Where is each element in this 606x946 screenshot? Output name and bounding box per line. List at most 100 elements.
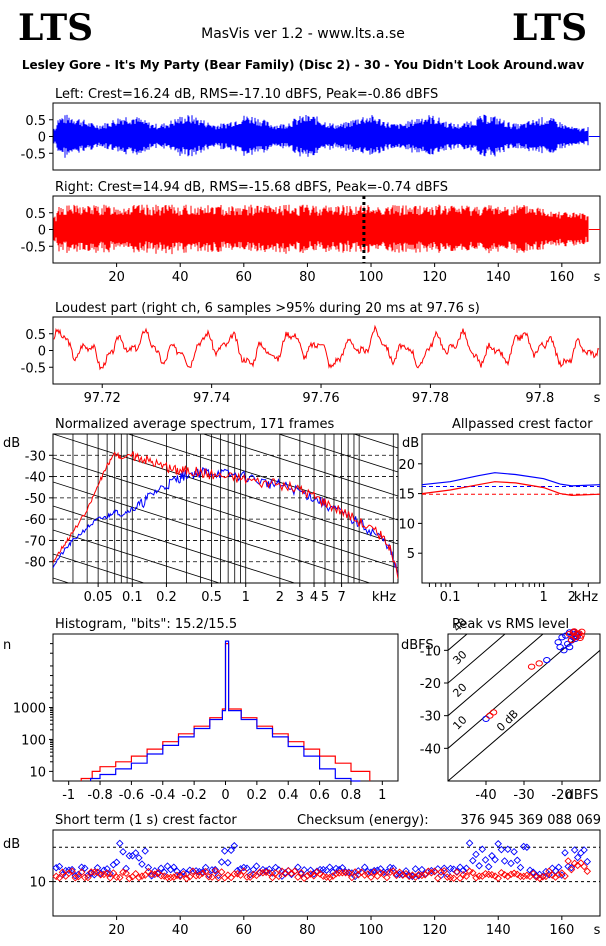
stc-point-left <box>418 865 426 874</box>
stc-point-left <box>484 863 493 871</box>
spectrum-xtick-label: 0.1 <box>122 590 143 605</box>
loudest-xtick-label: 97.76 <box>302 391 339 406</box>
stc-point-right <box>316 870 324 878</box>
stc-point-right <box>437 868 445 876</box>
allpassed-xtick-label: 0.1 <box>440 590 461 605</box>
right-waveform-xtick-label: 60 <box>236 270 253 285</box>
loudest-title: Loudest part (right ch, 6 samples >95% d… <box>55 301 480 316</box>
stc-point-right <box>462 872 471 880</box>
allpassed-ytick-label: 5 <box>407 547 415 562</box>
stc-point-right <box>561 872 569 880</box>
stc-xtick-label: 80 <box>299 923 316 938</box>
stc-point-right <box>427 868 436 877</box>
spectrum-xtick-label: 3 <box>296 590 304 605</box>
stc-point-right <box>195 871 204 880</box>
stc-point-left <box>112 858 121 867</box>
stc-point-right <box>135 873 143 882</box>
stc-point-right <box>141 871 149 879</box>
stc-point-left <box>252 862 261 870</box>
pvr-ytick-label: -30 <box>420 710 441 725</box>
stc-xtick-label: 160 <box>549 923 574 938</box>
stc-xtick-label: 120 <box>422 923 447 938</box>
spectrum-xtick-label: 5 <box>321 590 329 605</box>
right-waveform-xtick-label: 120 <box>422 270 447 285</box>
stc-point-right <box>510 869 518 878</box>
histogram-xtick-label: -1 <box>62 788 75 803</box>
loudest-ytick-label: 0.5 <box>25 328 46 343</box>
histogram-xtick-label: 0.4 <box>278 788 299 803</box>
spectrum-slope-line <box>53 457 398 569</box>
pvr-point-left <box>554 639 562 646</box>
stc-xtick-label: 60 <box>236 923 253 938</box>
stc-point-right <box>233 869 242 878</box>
pvr-ytick-label: -20 <box>420 677 441 692</box>
spectrum-slope-line <box>53 242 398 352</box>
stc-point-left <box>141 847 149 855</box>
spectrum-ytick-label: -80 <box>25 556 46 571</box>
stc-point-right <box>497 868 506 877</box>
right-waveform-xtick-label: 100 <box>359 270 384 285</box>
stc-point-left <box>227 846 235 855</box>
stc-point-right <box>306 870 315 878</box>
allpassed-series-left <box>421 472 601 487</box>
histogram-ytick-label: 1000 <box>13 702 46 717</box>
allpassed-ytick-label: 10 <box>398 517 415 532</box>
pvr-xtick-label: -30 <box>513 788 534 803</box>
stc-point-left <box>122 864 130 873</box>
spectrum-ytick-label: -60 <box>25 513 46 528</box>
stc-point-right <box>125 874 134 883</box>
stc-point-left <box>55 862 64 871</box>
loudest-ytick-label: 0 <box>38 345 46 360</box>
stc-point-left <box>554 863 563 871</box>
pvr-point-right <box>570 628 578 635</box>
loudest-signal <box>53 324 600 371</box>
stc-point-left <box>93 864 102 872</box>
spectrum-slope-line <box>53 505 296 583</box>
stc-point-right <box>405 872 413 881</box>
stc-point-right <box>459 870 468 879</box>
histogram-xtick-label: 1 <box>378 788 386 803</box>
pvr-point-right <box>486 712 494 719</box>
stc-point-right <box>535 874 544 882</box>
histogram-xtick-label: 0 <box>221 788 229 803</box>
spectrum-ytick-label: -30 <box>25 449 46 464</box>
histogram-series-left <box>90 640 361 782</box>
histogram-title: Histogram, "bits": 15.2/15.5 <box>55 617 237 632</box>
spectrum-xtick-label: 2 <box>276 590 284 605</box>
stc-point-right <box>469 868 477 877</box>
stc-point-left <box>494 840 502 848</box>
allpassed-xtick-label: 2 <box>568 590 576 605</box>
stc-point-right <box>513 870 522 879</box>
stc-point-left <box>262 867 270 875</box>
stc-point-right <box>430 867 439 876</box>
stc-point-left <box>465 839 474 847</box>
allpassed-xtick-label: 1 <box>540 590 548 605</box>
pvr-point-right <box>567 636 576 644</box>
stc-point-right <box>68 867 76 876</box>
right-waveform-title: Right: Crest=14.94 dB, RMS=-15.68 dBFS, … <box>55 180 448 195</box>
stc-point-left <box>351 872 359 881</box>
stc-point-right <box>383 873 391 882</box>
stc-point-right <box>367 873 375 881</box>
stc-point-left <box>551 867 560 875</box>
lts-logo-right: LTS <box>512 7 588 49</box>
pvr-crest-line <box>448 634 544 717</box>
stc-point-right <box>275 872 283 881</box>
stc-point-right <box>55 874 64 882</box>
stc-point-right <box>103 869 111 878</box>
stc-xtick-label: 100 <box>359 923 384 938</box>
left-waveform-ytick-label: 0.5 <box>25 114 46 129</box>
pvr-crest-label: 10 <box>450 713 469 732</box>
stc-point-right <box>160 872 169 880</box>
stc-point-right <box>119 868 127 877</box>
stc-point-right <box>297 868 305 877</box>
stc-point-right <box>570 859 579 868</box>
stc-point-right <box>583 867 592 876</box>
pvr-crest-line <box>448 649 600 781</box>
stc-point-right <box>456 874 464 882</box>
stc-point-right <box>52 872 60 881</box>
stc-point-left <box>513 856 522 865</box>
spectrum-slope-line <box>53 553 146 583</box>
stc-point-right <box>217 868 226 876</box>
